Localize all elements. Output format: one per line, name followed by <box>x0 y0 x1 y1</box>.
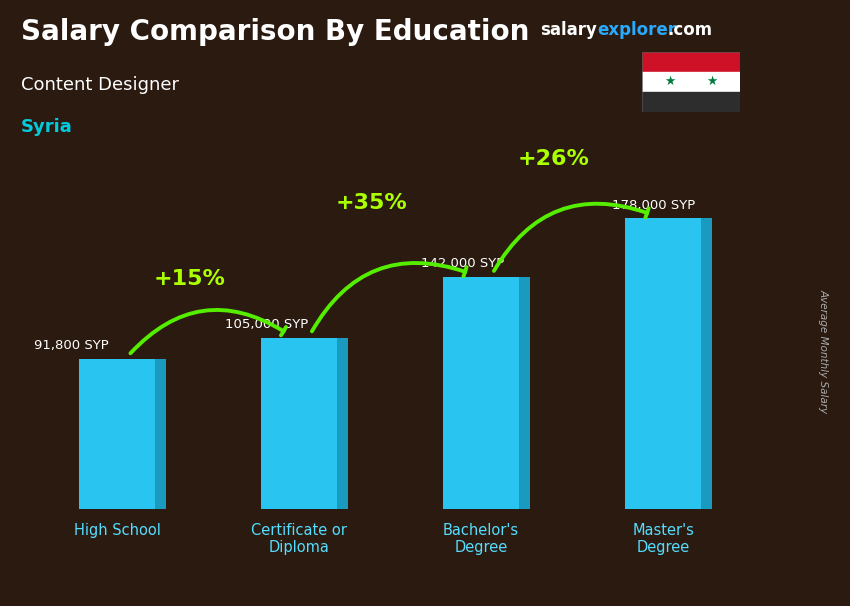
Bar <box>642 92 740 112</box>
Text: 142,000 SYP: 142,000 SYP <box>422 258 505 270</box>
Text: 91,800 SYP: 91,800 SYP <box>34 339 109 352</box>
Bar <box>443 277 519 509</box>
Text: 105,000 SYP: 105,000 SYP <box>224 318 308 331</box>
Text: Salary Comparison By Education: Salary Comparison By Education <box>21 18 530 46</box>
Text: 178,000 SYP: 178,000 SYP <box>612 199 695 211</box>
Text: +35%: +35% <box>336 193 408 213</box>
Text: Syria: Syria <box>21 118 73 136</box>
Polygon shape <box>337 338 348 509</box>
Bar <box>642 72 740 92</box>
Text: ★: ★ <box>706 75 717 88</box>
Bar <box>261 338 337 509</box>
Polygon shape <box>156 359 167 509</box>
Text: explorer: explorer <box>598 21 677 39</box>
Text: Average Monthly Salary: Average Monthly Salary <box>819 290 829 413</box>
Text: Content Designer: Content Designer <box>21 76 179 94</box>
Text: .com: .com <box>667 21 712 39</box>
Text: ★: ★ <box>664 75 675 88</box>
Polygon shape <box>519 277 530 509</box>
Bar <box>625 218 701 509</box>
Text: salary: salary <box>540 21 597 39</box>
Bar <box>79 359 156 509</box>
Text: +26%: +26% <box>518 150 590 170</box>
Bar <box>642 52 740 72</box>
Polygon shape <box>701 218 712 509</box>
Text: +15%: +15% <box>154 268 226 288</box>
